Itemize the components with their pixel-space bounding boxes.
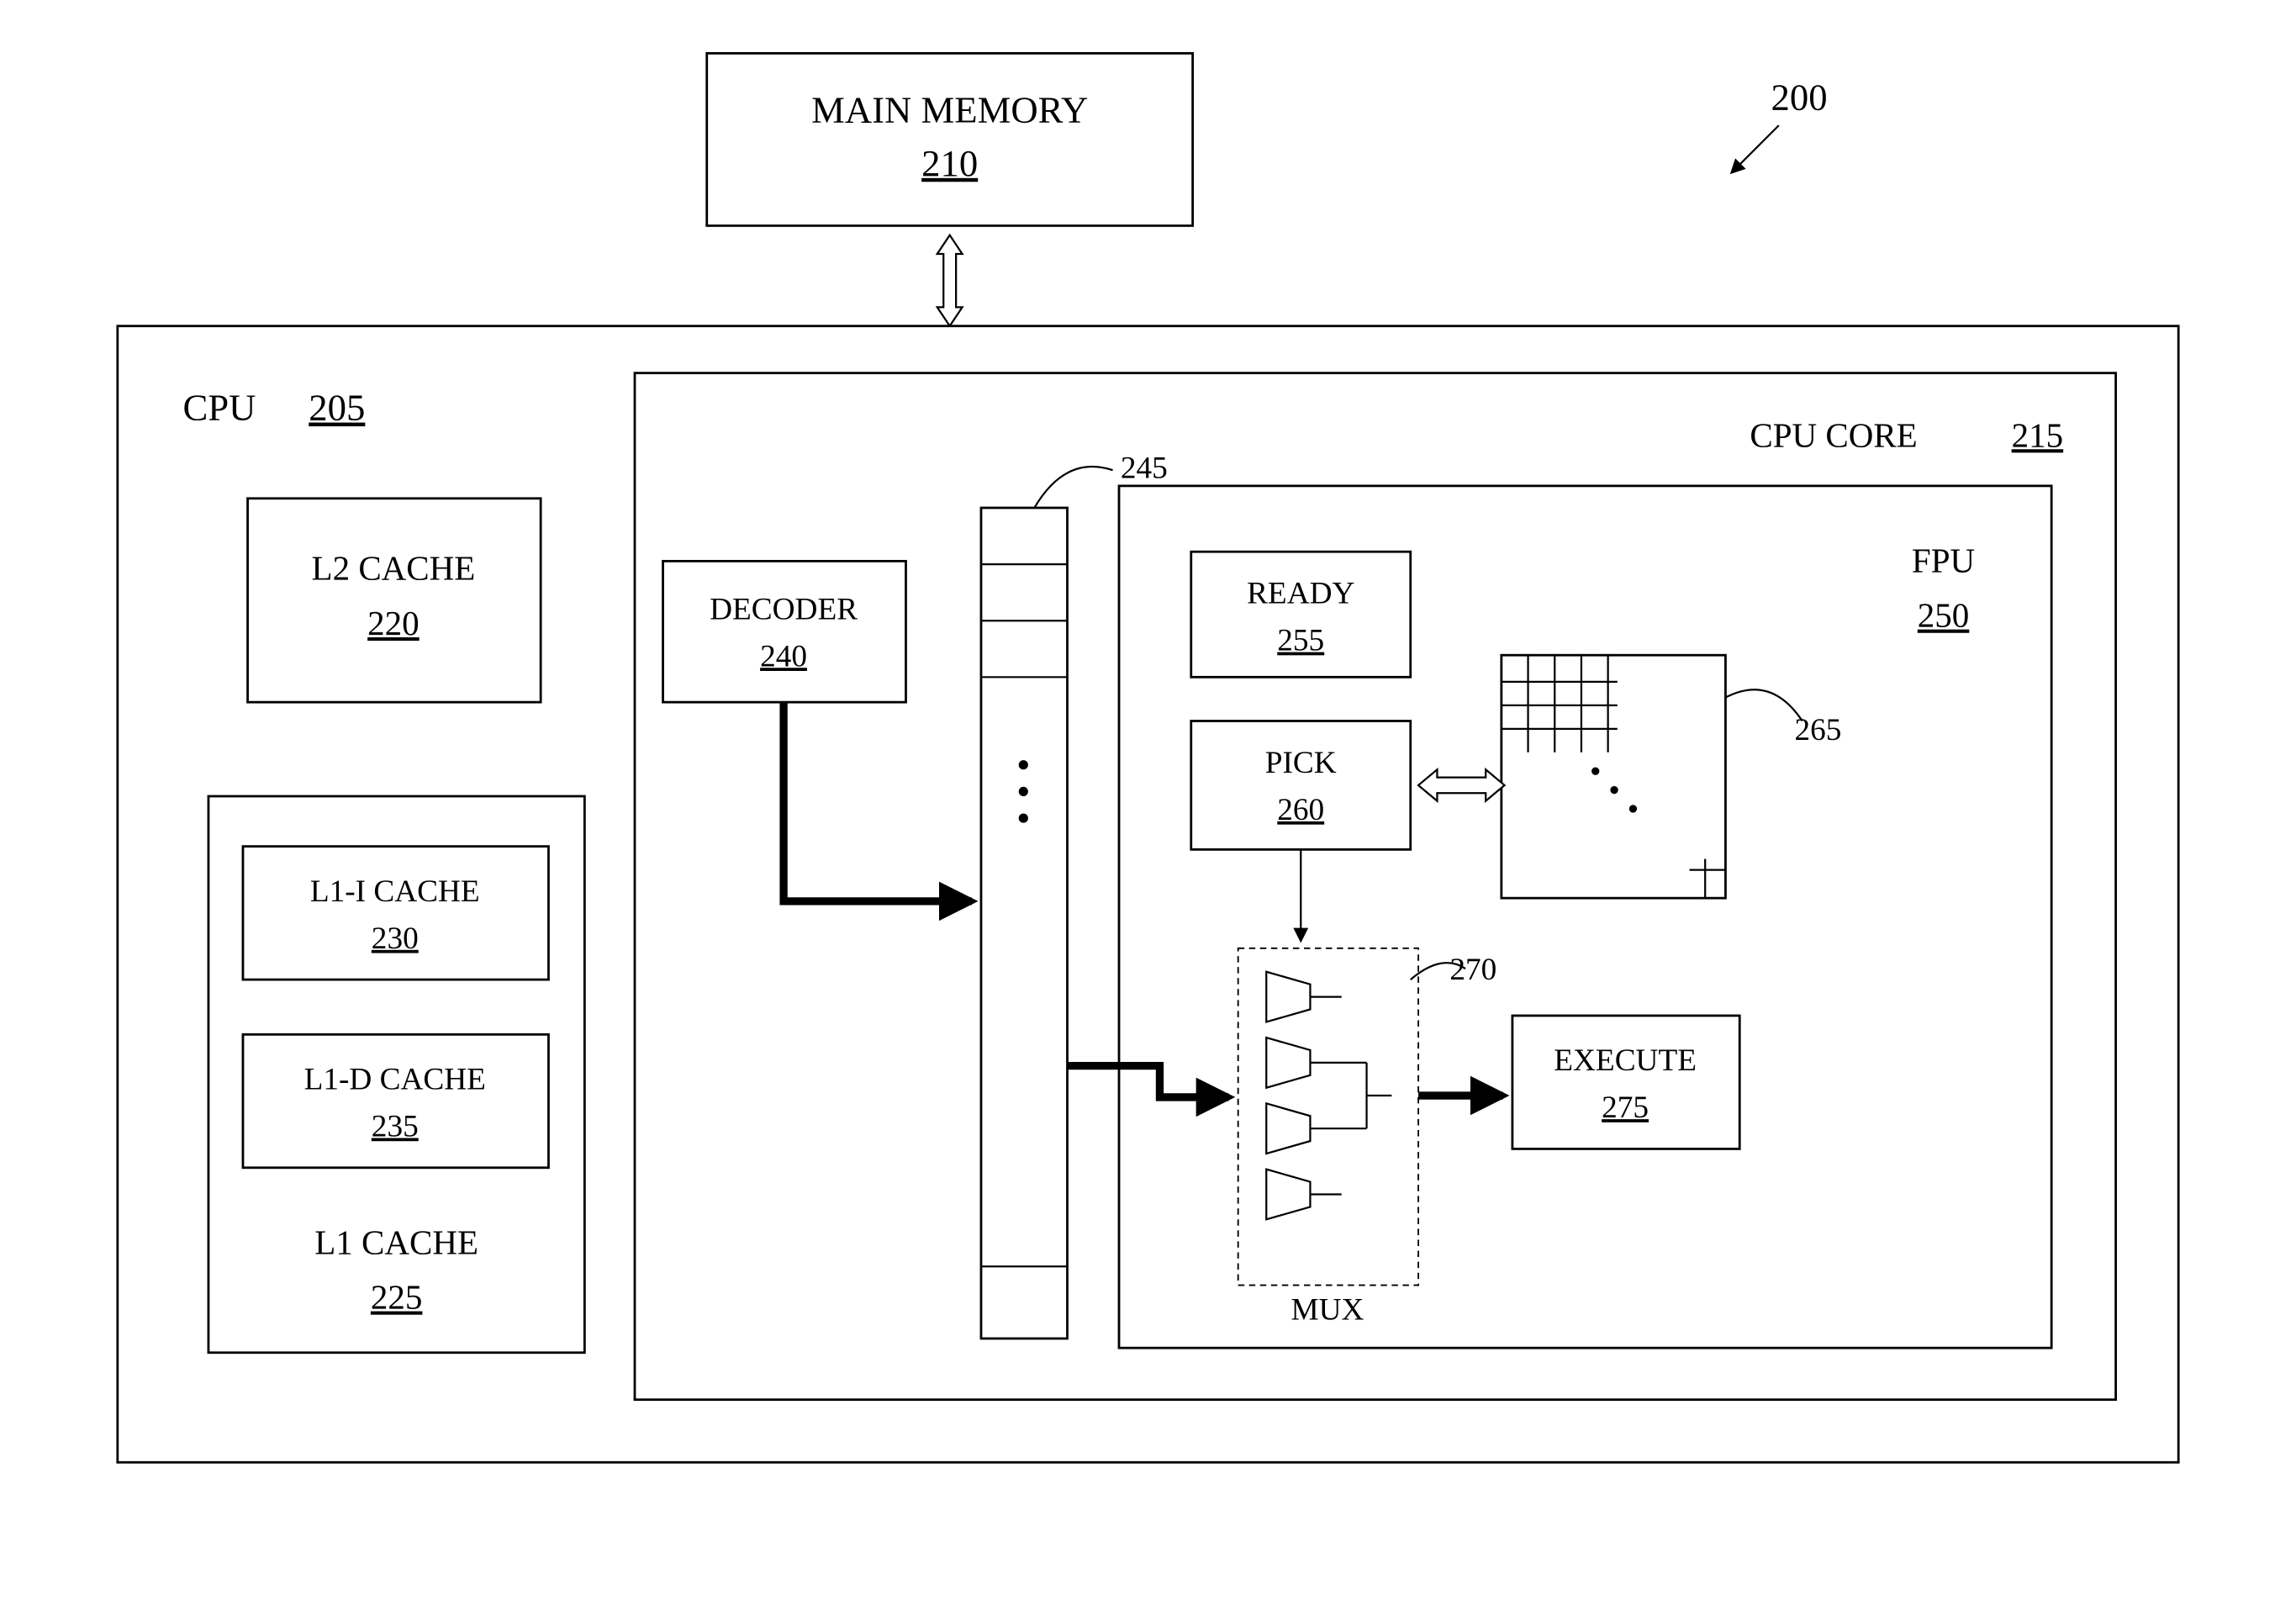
execute-block: EXECUTE 275: [1512, 1016, 1739, 1149]
l1d-cache-label: L1-D CACHE: [304, 1063, 486, 1097]
l1-cache-ref: 225: [371, 1278, 423, 1317]
decoder-label: DECODER: [710, 592, 858, 626]
fpu-label: FPU: [1912, 541, 1975, 579]
l2-cache-label: L2 CACHE: [312, 549, 476, 588]
figure-ref: 200: [1732, 76, 1828, 172]
main-memory-ref: 210: [921, 142, 978, 184]
pick-block: PICK 260: [1191, 721, 1411, 850]
fpu-ref: 250: [1918, 596, 1970, 635]
figure-ref-label: 200: [1771, 76, 1828, 118]
l1i-cache-ref: 230: [372, 922, 419, 956]
l1i-cache-label: L1-I CACHE: [310, 874, 480, 909]
cpu-core-ref: 215: [2012, 415, 2064, 454]
cpu-block-diagram: 200 MAIN MEMORY 210 CPU 205 L2 CACHE 220…: [0, 0, 2296, 1616]
l1d-cache-ref: 235: [372, 1110, 419, 1144]
execute-ref: 275: [1602, 1091, 1649, 1125]
execute-label: EXECUTE: [1554, 1043, 1697, 1078]
cpu-label: CPU: [182, 387, 256, 429]
l1-cache-label: L1 CACHE: [314, 1223, 478, 1261]
l2-cache-block: L2 CACHE 220: [248, 499, 541, 702]
l2-cache-ref: 220: [367, 604, 420, 642]
memory-cpu-arrow: [937, 235, 963, 326]
main-memory-block: MAIN MEMORY 210: [707, 53, 1193, 225]
cpu-ref: 205: [309, 387, 365, 429]
l1-cache-block: L1 CACHE 225 L1-I CACHE 230 L1-D CACHE 2…: [208, 796, 584, 1353]
mux-ref: 270: [1449, 953, 1496, 987]
pick-ref: 260: [1277, 793, 1324, 827]
ready-block: READY 255: [1191, 552, 1411, 677]
ready-label: READY: [1247, 577, 1354, 611]
queue-ref: 245: [1121, 452, 1168, 486]
decoder-ref: 240: [760, 639, 807, 673]
main-memory-label: MAIN MEMORY: [811, 88, 1088, 130]
cpu-core-label: CPU CORE: [1750, 415, 1917, 454]
mux-label: MUX: [1291, 1293, 1364, 1328]
decoder-block: DECODER 240: [663, 561, 906, 702]
pick-label: PICK: [1265, 746, 1337, 780]
grid-ref: 265: [1794, 713, 1841, 747]
ready-ref: 255: [1277, 624, 1324, 658]
